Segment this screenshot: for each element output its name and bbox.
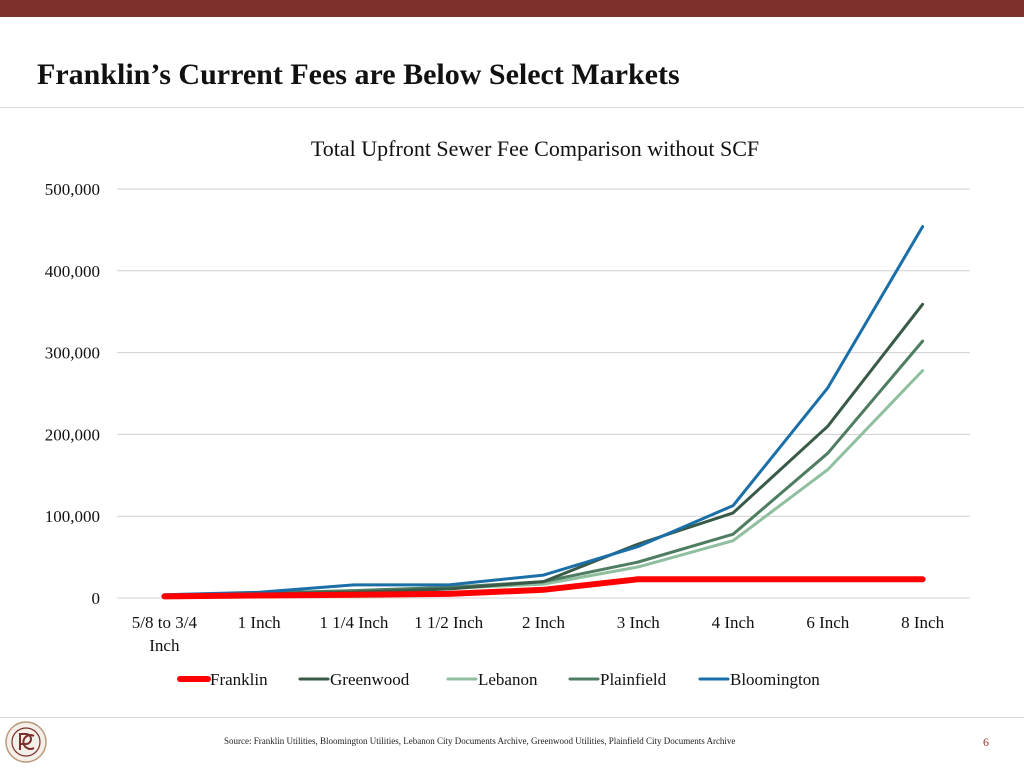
legend-label-greenwood: Greenwood (330, 670, 410, 689)
legend-label-franklin: Franklin (210, 670, 268, 689)
y-tick-label: 300,000 (45, 344, 100, 363)
chart-title: Total Upfront Sewer Fee Comparison witho… (311, 136, 759, 161)
series-lines (161, 225, 926, 600)
title-divider (0, 107, 1024, 108)
x-tick-label: 1 Inch (238, 613, 281, 632)
footer-divider (0, 717, 1024, 718)
y-axis-tick-labels: 0 100,000 200,000 300,000 400,000 500,000 (45, 180, 100, 608)
y-tick-label: 500,000 (45, 180, 100, 199)
legend-label-bloomington: Bloomington (730, 670, 820, 689)
legend-label-plainfield: Plainfield (600, 670, 667, 689)
x-tick-label: 8 Inch (901, 613, 944, 632)
legend: Franklin Greenwood Lebanon Plainfield Bloomi… (177, 670, 820, 689)
x-tick-label: 1 1/2 Inch (414, 613, 483, 632)
company-logo-seal (5, 721, 47, 763)
x-tick-label: 1 1/4 Inch (319, 613, 388, 632)
legend-label-lebanon: Lebanon (478, 670, 538, 689)
x-tick-label: 5/8 to 3/4 Inch (132, 613, 198, 655)
x-tick-label: 3 Inch (617, 613, 660, 632)
y-tick-label: 200,000 (45, 425, 100, 444)
y-tick-label: 100,000 (45, 507, 100, 526)
x-tick-label: 2 Inch (522, 613, 565, 632)
series-line-lebanon (162, 369, 925, 597)
series-line-bloomington (162, 225, 925, 597)
gridlines (117, 188, 970, 599)
slide-title: Franklin’s Current Fees are Below Select… (37, 58, 680, 91)
y-tick-label: 400,000 (45, 262, 100, 281)
line-chart: Total Upfront Sewer Fee Comparison witho… (45, 136, 970, 689)
y-tick-label: 0 (92, 589, 101, 608)
x-tick-label: 6 Inch (806, 613, 849, 632)
series-line-plainfield (162, 339, 925, 597)
page-number: 6 (983, 735, 989, 749)
series-line-greenwood (162, 302, 925, 597)
top-accent-bar (0, 0, 1024, 17)
series-line-franklin (161, 576, 926, 600)
x-axis-tick-labels: 5/8 to 3/4 Inch 1 Inch 1 1/4 Inch 1 1/2 Inch… (132, 613, 945, 655)
source-note: Source: Franklin Utilities, Bloomington … (224, 736, 736, 746)
x-tick-label: 4 Inch (712, 613, 755, 632)
